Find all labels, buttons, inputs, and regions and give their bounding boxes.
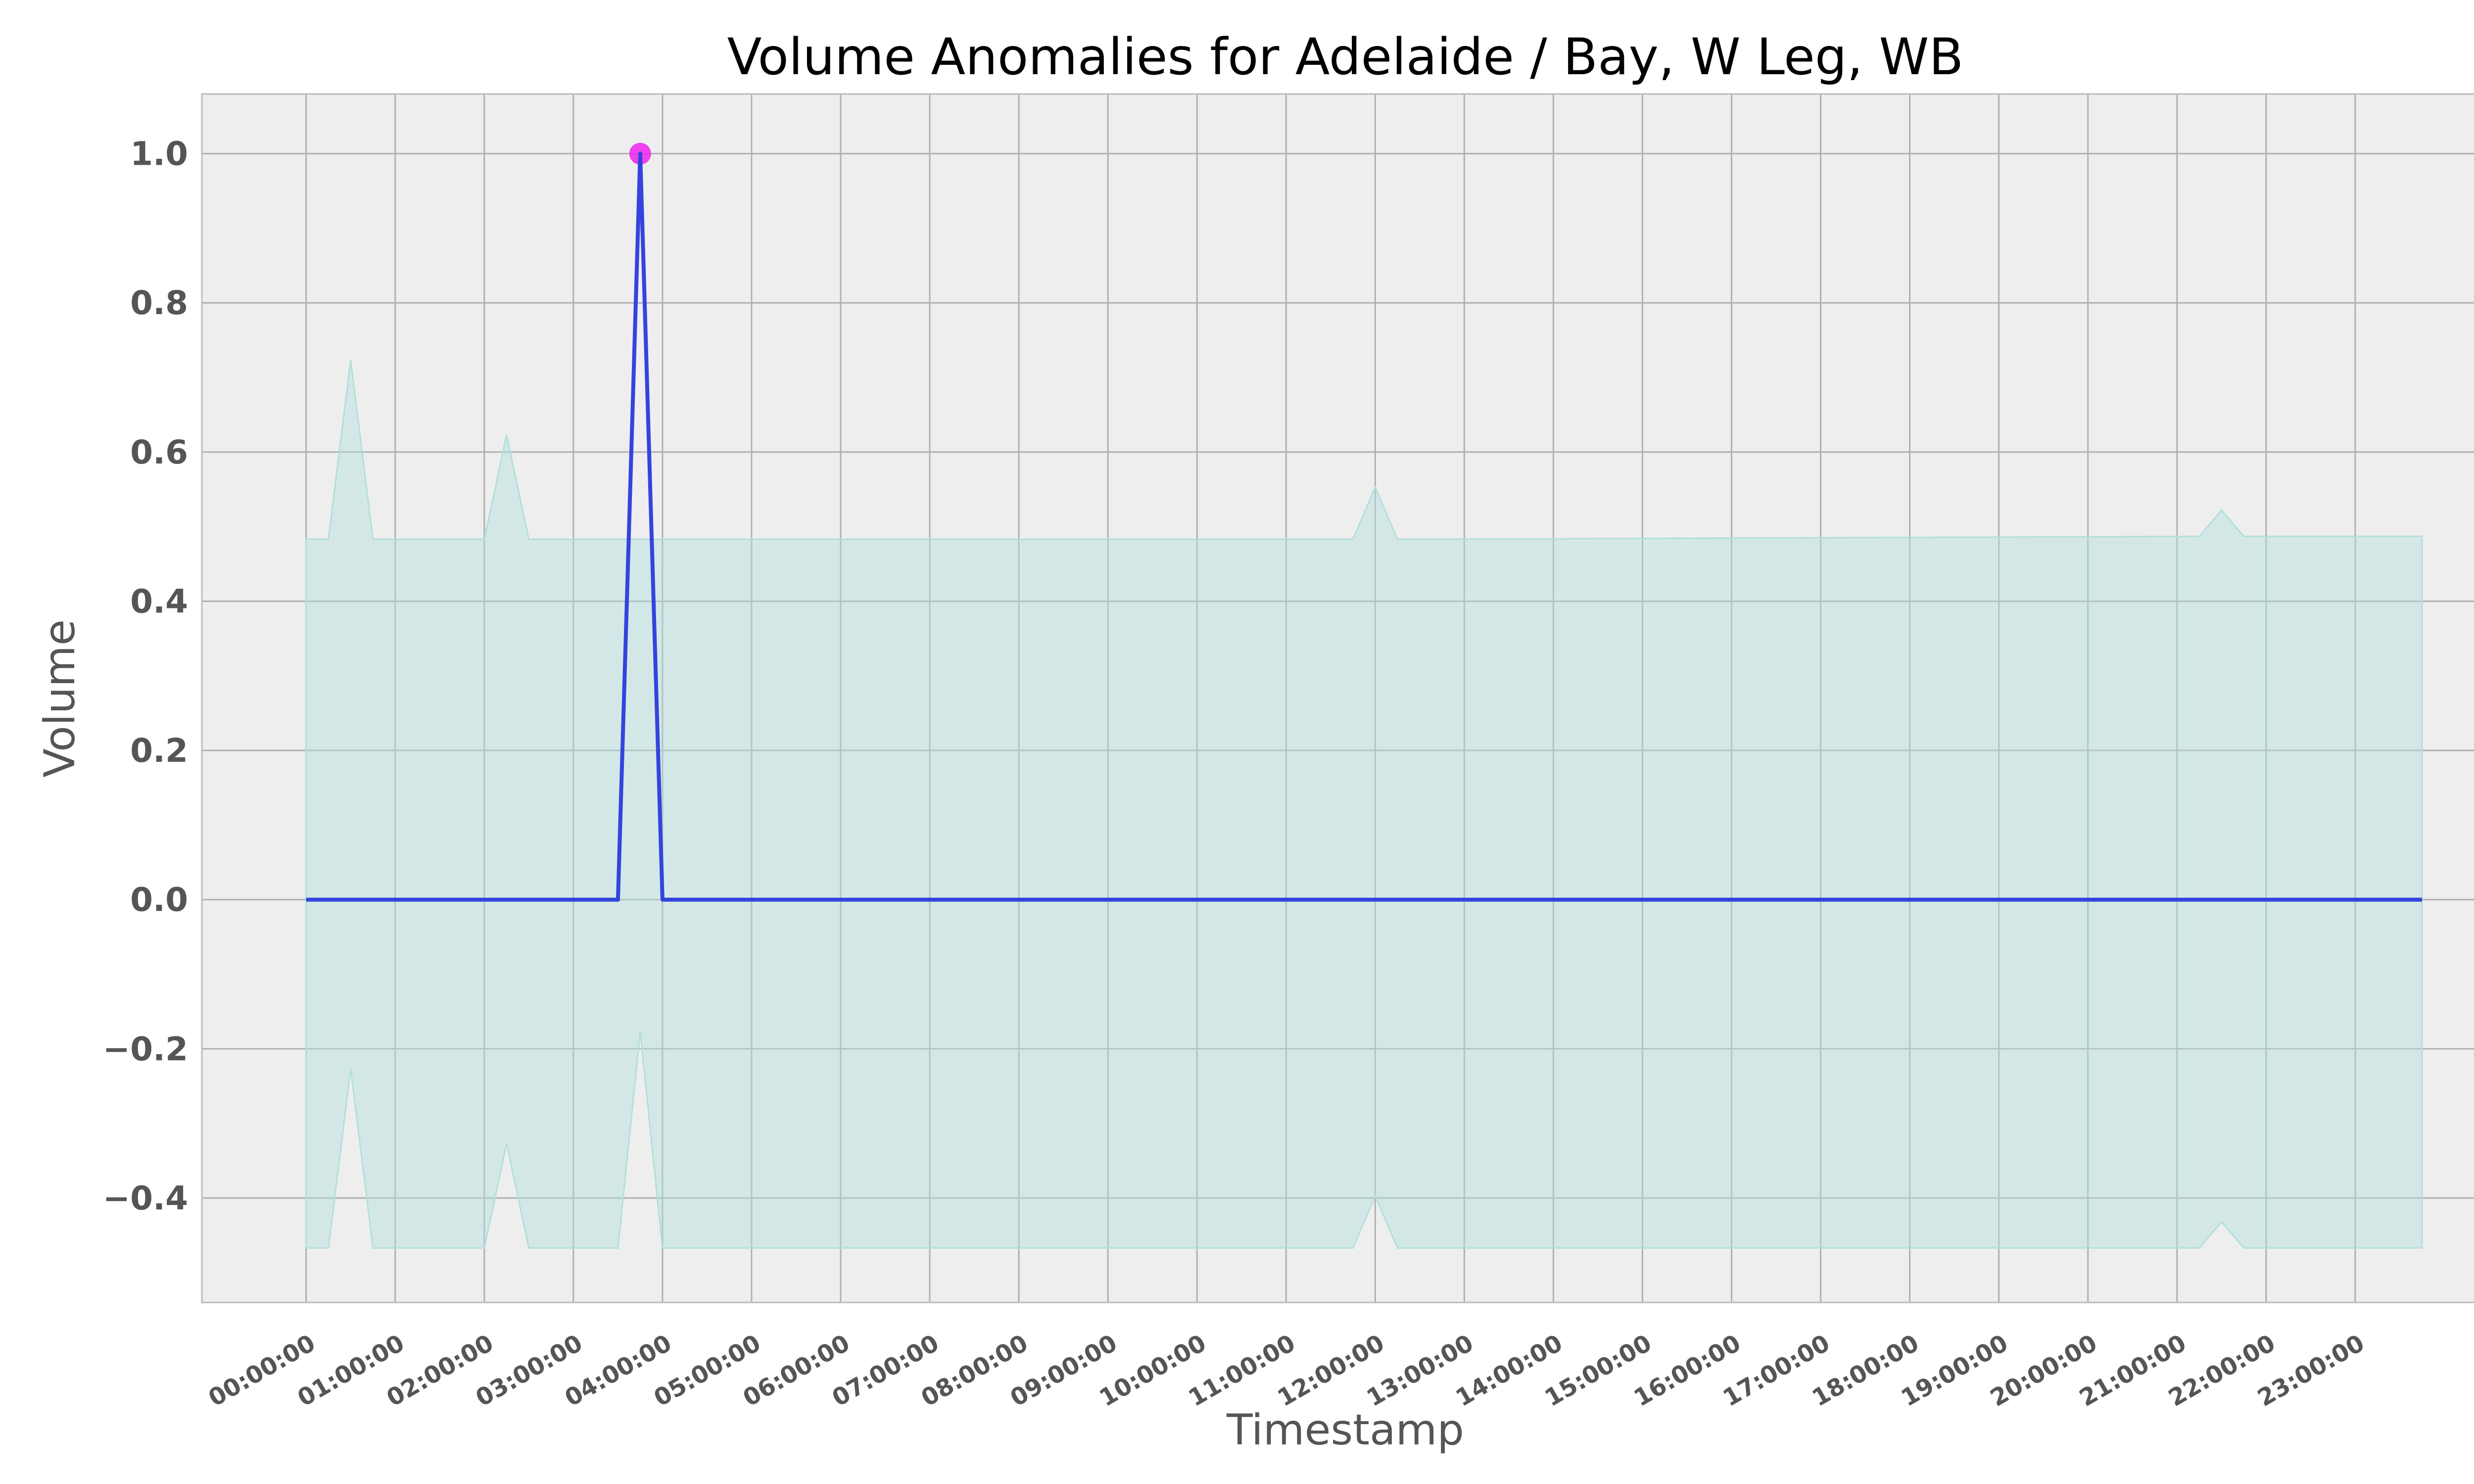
y-tick-label: 0.2 [130,732,188,770]
y-tick-label: 0.0 [130,881,188,919]
y-tick-label: −0.2 [103,1030,188,1068]
volume-series-line [306,151,2422,902]
y-tick-label: 0.6 [130,433,188,471]
y-tick-label: 0.4 [130,582,188,620]
plot-frame [201,93,2474,1303]
grid-lines [202,94,2474,1302]
y-tick-label: 1.0 [130,135,188,173]
y-tick-label: −0.4 [103,1179,188,1217]
x-axis-label: Timestamp [1226,1405,1464,1455]
confidence-band [305,360,2423,1249]
chart-title: Volume Anomalies for Adelaide / Bay, W L… [727,28,1964,87]
y-tick-labels: −0.4 −0.2 0.0 0.2 0.4 0.6 0.8 1.0 [103,135,188,1217]
y-tick-label: 0.8 [130,284,188,322]
plot-background [202,94,2474,1302]
y-axis-label: Volume [35,619,85,778]
